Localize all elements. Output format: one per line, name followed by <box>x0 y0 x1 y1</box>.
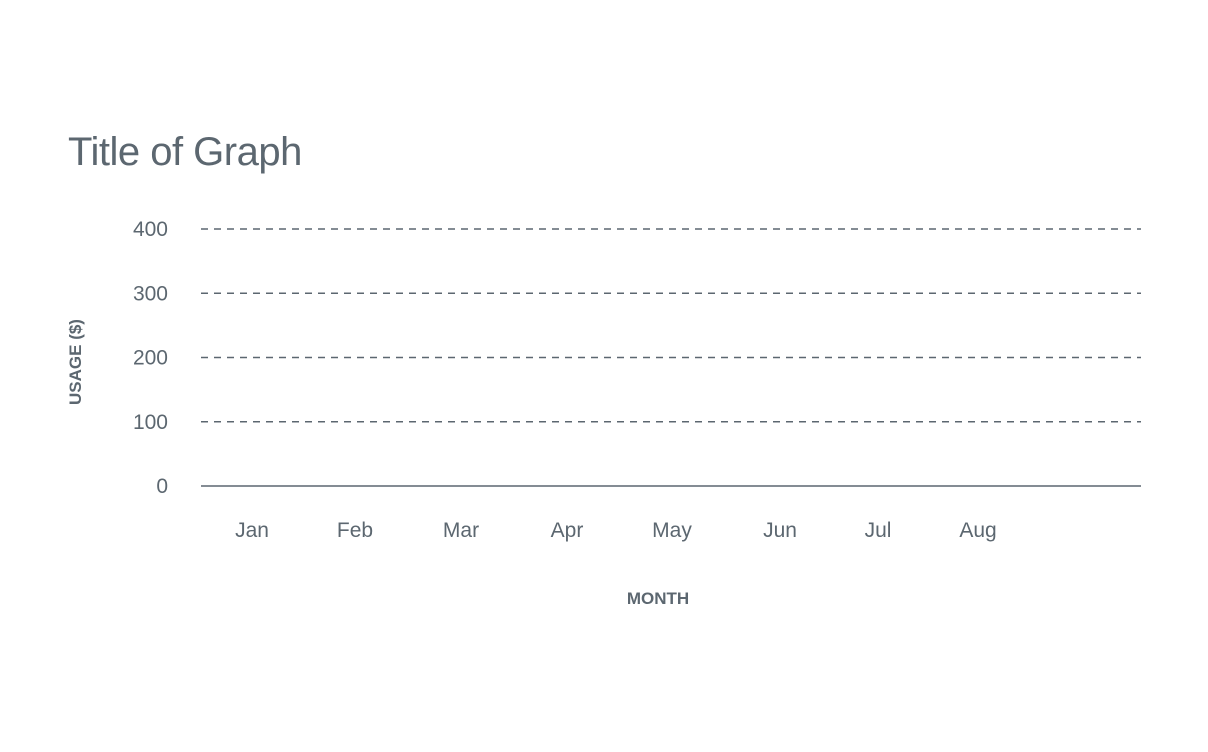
x-axis-title: MONTH <box>627 589 689 608</box>
y-tick-label: 0 <box>156 475 168 498</box>
gridlines <box>201 228 1141 423</box>
y-tick-label: 300 <box>133 282 168 305</box>
y-tick-labels: 0 100 200 300 400 <box>133 218 168 498</box>
y-tick-label: 400 <box>133 218 168 241</box>
x-tick-label: Apr <box>551 519 584 542</box>
y-tick-label: 100 <box>133 411 168 434</box>
x-tick-label: Feb <box>337 519 373 542</box>
x-tick-labels: Jan Feb Mar Apr May Jun Jul Aug <box>235 519 997 542</box>
x-tick-label: Aug <box>959 519 996 542</box>
x-tick-label: Jun <box>763 519 797 542</box>
x-tick-label: Jul <box>865 519 892 542</box>
y-tick-label: 200 <box>133 347 168 370</box>
x-tick-label: Jan <box>235 519 269 542</box>
y-axis-title: USAGE ($) <box>66 319 85 405</box>
x-tick-label: Mar <box>443 519 479 542</box>
x-tick-label: May <box>652 519 692 542</box>
chart-title: Title of Graph <box>68 130 302 174</box>
